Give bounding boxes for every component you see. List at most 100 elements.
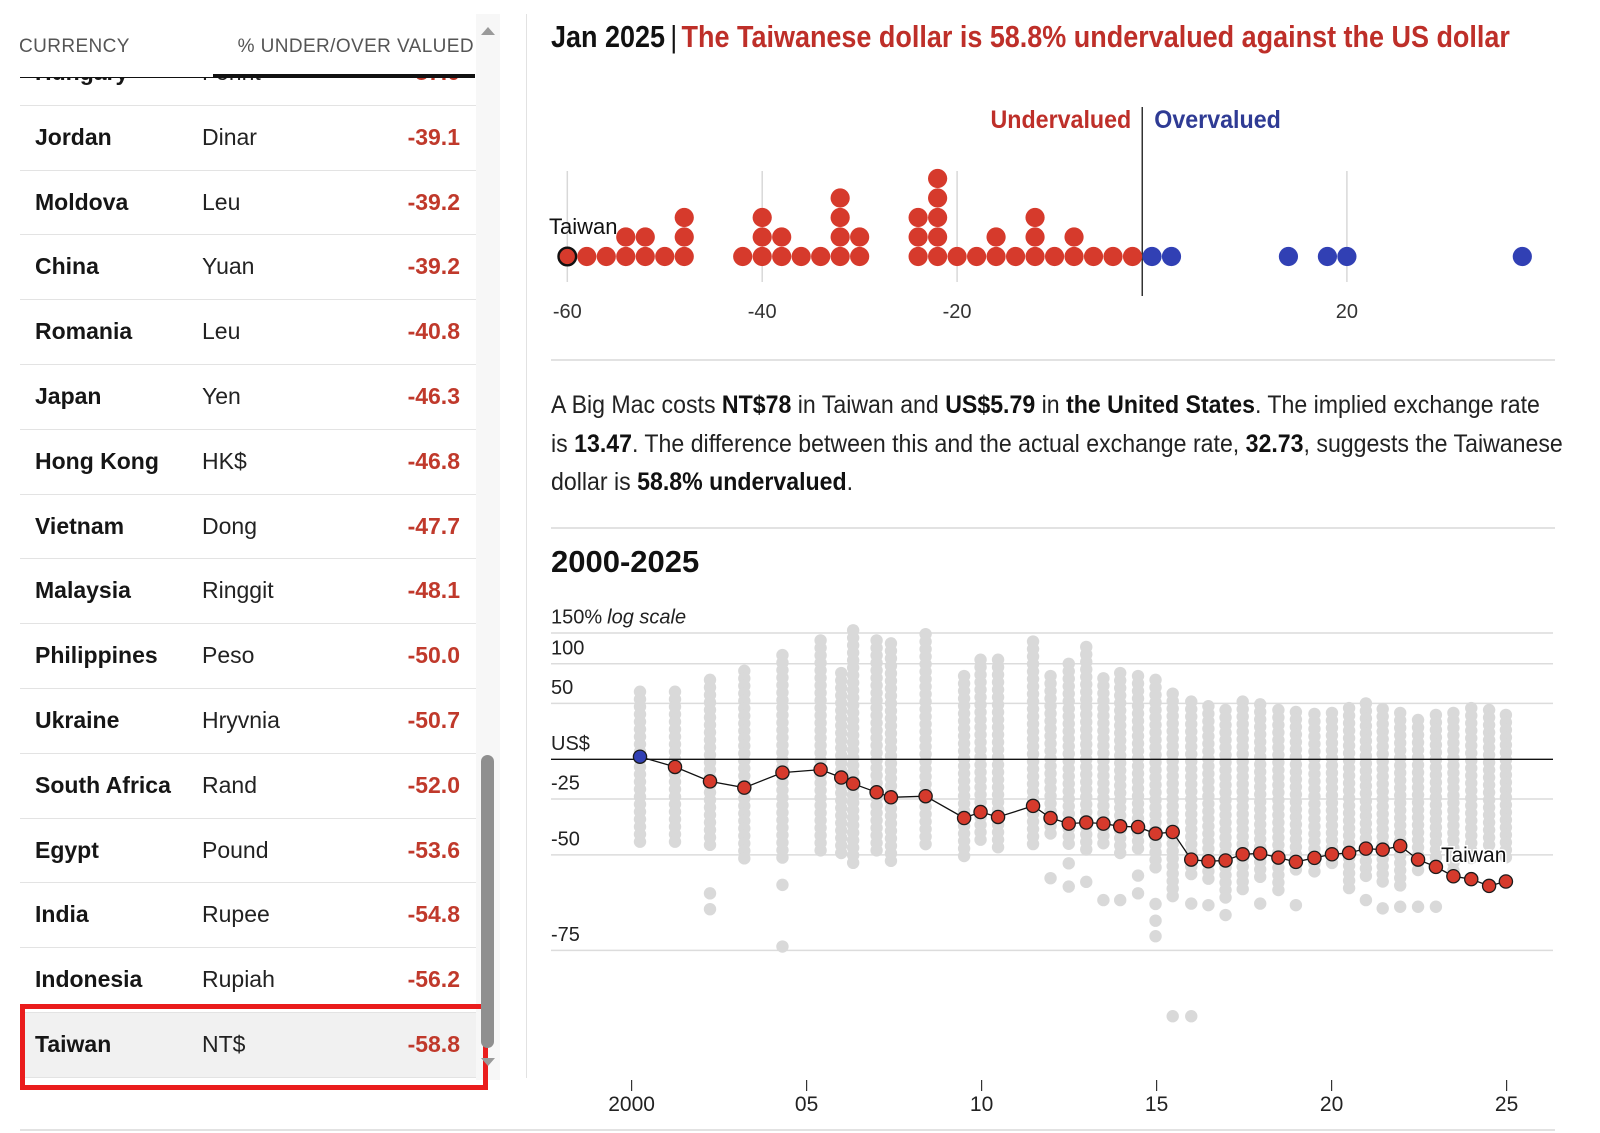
taiwan-series-point[interactable] [1271,850,1286,865]
taiwan-series-point[interactable] [883,790,899,805]
taiwan-series-point[interactable] [1446,868,1461,884]
undervalued-country-dot[interactable] [1044,246,1065,267]
undervalued-country-dot[interactable] [908,246,928,267]
taiwan-series-point[interactable] [1464,871,1479,887]
taiwan-series-point[interactable] [1252,846,1268,861]
taiwan-series-point[interactable] [813,762,828,777]
undervalued-country-dot[interactable] [908,227,928,247]
taiwan-series-point[interactable] [775,765,790,780]
undervalued-country-dot[interactable] [596,246,616,267]
taiwan-series-point[interactable] [1375,842,1390,857]
table-row[interactable]: South Africa Rand -52.0 [20,754,476,819]
undervalued-country-dot[interactable] [811,246,831,267]
undervalued-country-dot[interactable] [577,246,597,267]
undervalued-country-dot[interactable] [928,246,948,267]
undervalued-country-dot[interactable] [1025,246,1045,267]
overvalued-country-dot[interactable] [1337,246,1357,267]
undervalued-country-dot[interactable] [733,246,753,267]
taiwan-series-point[interactable] [1112,819,1128,834]
taiwan-series-point[interactable] [1096,816,1111,831]
table-row[interactable]: Japan Yen -46.3 [20,365,476,430]
taiwan-series-point[interactable] [1307,850,1322,866]
taiwan-series-point[interactable] [1410,852,1426,867]
overvalued-country-dot[interactable] [1317,246,1338,267]
scroll-down-arrow-icon[interactable] [481,1058,495,1066]
taiwan-series-point[interactable] [990,809,1006,825]
taiwan-series-point[interactable] [1218,853,1233,868]
taiwan-series-point[interactable] [1165,824,1180,840]
undervalued-country-dot[interactable] [1083,246,1104,267]
table-row[interactable]: Vietnam Dong -47.7 [20,495,476,560]
undervalued-country-dot[interactable] [1064,246,1084,267]
undervalued-country-dot[interactable] [635,227,655,247]
scrollbar-thumb[interactable] [481,754,494,1048]
taiwan-series-point[interactable] [632,749,648,764]
undervalued-country-dot[interactable] [752,246,772,267]
overvalued-country-dot[interactable] [1278,246,1299,267]
taiwan-series-point[interactable] [834,770,849,785]
taiwan-series-point[interactable] [1288,854,1304,870]
currency-table[interactable]: Hungary Forint -37.0 Jordan Dinar -39.1 Moldov… [20,78,476,1090]
undervalued-country-dot[interactable] [772,246,792,267]
undervalued-country-dot[interactable] [1025,227,1045,247]
taiwan-series-point[interactable] [1148,826,1163,841]
taiwan-series-point[interactable] [869,785,884,800]
overvalued-country-dot[interactable] [1161,246,1182,267]
undervalued-country-dot[interactable] [830,207,850,228]
table-row[interactable]: Ukraine Hryvnia -50.7 [20,689,476,754]
table-row[interactable]: Romania Leu -40.8 [20,300,476,365]
table-row[interactable]: China Yuan -39.2 [20,235,476,301]
column-header-currency[interactable]: CURRENCY [19,36,130,57]
undervalued-country-dot[interactable] [908,207,928,228]
undervalued-country-dot[interactable] [1064,227,1084,247]
table-row[interactable]: Jordan Dinar -39.1 [20,106,476,171]
undervalued-country-dot[interactable] [928,168,948,189]
taiwan-series-point[interactable] [845,776,861,791]
taiwan-series-point[interactable] [1130,819,1146,835]
undervalued-country-dot[interactable] [830,227,850,247]
taiwan-series-point[interactable] [918,788,933,804]
taiwan-series-point[interactable] [1481,878,1497,894]
overvalued-country-dot[interactable] [1512,246,1532,267]
taiwan-series-point[interactable] [1061,816,1077,831]
undervalued-country-dot[interactable] [635,246,655,267]
taiwan-series-point[interactable] [702,774,718,789]
taiwan-series-point[interactable] [1358,841,1374,856]
taiwan-series-point[interactable] [1201,854,1216,869]
column-header-valuation[interactable]: % UNDER/OVER VALUED [237,36,474,57]
undervalued-country-dot[interactable] [986,227,1006,247]
undervalued-country-dot[interactable] [928,207,948,228]
undervalued-country-dot[interactable] [928,188,948,208]
taiwan-series-point[interactable] [956,810,972,826]
undervalued-country-dot[interactable] [616,227,636,247]
undervalued-country-dot[interactable] [655,246,675,267]
table-row[interactable]: Malaysia Ringgit -48.1 [20,559,476,625]
table-row[interactable]: India Rupee -54.8 [20,883,476,949]
table-row[interactable]: Hong Kong HK$ -46.8 [20,430,476,495]
undervalued-country-dot[interactable] [616,246,636,267]
taiwan-dot[interactable] [557,246,578,267]
taiwan-series-point[interactable] [737,780,752,795]
table-row[interactable]: Moldova Leu -39.2 [20,171,476,236]
undervalued-country-dot[interactable] [791,246,811,267]
undervalued-country-dot[interactable] [1025,207,1045,228]
table-row[interactable]: Indonesia Rupiah -56.2 [20,948,476,1013]
undervalued-country-dot[interactable] [1122,246,1143,267]
scroll-up-arrow-icon[interactable] [481,27,495,35]
taiwan-series-point[interactable] [1184,852,1199,867]
taiwan-series-point[interactable] [1392,838,1408,854]
taiwan-series-point[interactable] [1498,874,1514,889]
table-row[interactable]: Philippines Peso -50.0 [20,624,476,689]
undervalued-country-dot[interactable] [772,227,792,247]
undervalued-country-dot[interactable] [752,207,772,228]
taiwan-series-point[interactable] [1341,845,1357,861]
undervalued-country-dot[interactable] [850,246,870,267]
table-row[interactable]: Hungary Forint -37.0 [20,78,476,106]
undervalued-country-dot[interactable] [928,227,948,247]
taiwan-series-point[interactable] [1428,859,1444,875]
overvalued-country-dot[interactable] [1142,246,1162,267]
undervalued-country-dot[interactable] [966,246,987,267]
undervalued-country-dot[interactable] [1005,246,1026,267]
undervalued-country-dot[interactable] [674,207,694,228]
undervalued-country-dot[interactable] [850,227,870,247]
